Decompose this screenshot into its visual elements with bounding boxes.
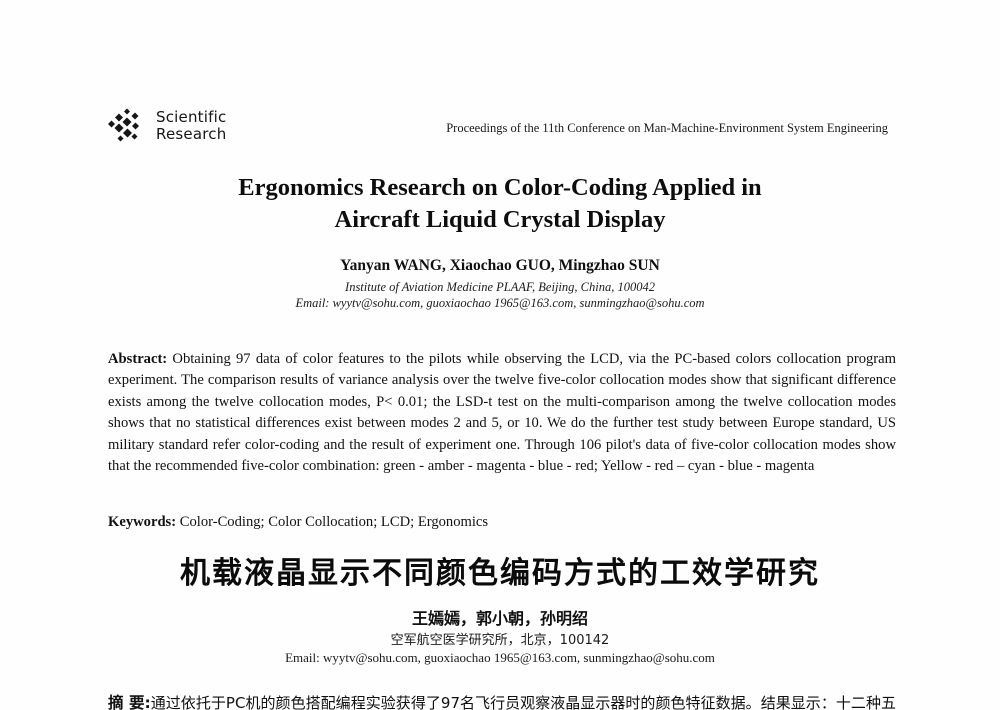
scientific-research-diamond-logo-icon: [108, 108, 139, 142]
email-line-chinese: Email: wyytv@sohu.com, guoxiaochao 1965@…: [285, 650, 715, 665]
affiliation-english: Institute of Aviation Medicine PLAAF, Be…: [345, 280, 655, 294]
keywords-line: Keywords: Color-Coding; Color Collocatio…: [108, 514, 896, 531]
keywords-text: Color-Coding; Color Collocation; LCD; Er…: [176, 513, 489, 530]
abstract-text: Obtaining 97 data of color features to t…: [108, 350, 896, 475]
authors-english: Yanyan WANG, Xiaochao GUO, Mingzhao SUN: [340, 257, 660, 274]
paper-title-chinese: 机载液晶显示不同颜色编码方式的工效学研究: [180, 556, 820, 591]
affiliation-chinese: 空军航空医学研究所，北京，100142: [390, 633, 610, 648]
paper-title-line1: Ergonomics Research on Color-Coding Appl…: [238, 174, 762, 201]
email-line-english: Email: wyytv@sohu.com, guoxiaochao 1965@…: [295, 296, 705, 310]
abstract-text-chinese: 通过依托于PC机的颜色搭配编程实验获得了97名飞行员观察液晶显示器时的颜色特征数…: [150, 694, 896, 710]
abstract-label: Abstract:: [108, 350, 168, 367]
abstract-chinese: 摘 要:通过依托于PC机的颜色搭配编程实验获得了97名飞行员观察液晶显示器时的颜…: [108, 692, 896, 710]
paper-title-line2: Aircraft Liquid Crystal Display: [334, 206, 666, 233]
abstract-english: Abstract: Obtaining 97 data of color fea…: [108, 349, 896, 478]
abstract-label-chinese: 摘 要:: [108, 694, 151, 710]
proceedings-header: Proceedings of the 11th Conference on Ma…: [446, 121, 888, 135]
authors-chinese: 王嫣嫣，郭小朝，孙明绍: [411, 609, 588, 628]
keywords-label: Keywords:: [108, 513, 177, 530]
publisher-name-line1: Scientific: [156, 108, 227, 126]
publisher-brand: Scientific Research: [106, 106, 226, 146]
publisher-name-line2: Research: [156, 125, 227, 143]
publisher-name: Scientific Research: [156, 109, 226, 143]
paper-title-english: Ergonomics Research on Color-Coding Appl…: [0, 172, 1000, 236]
